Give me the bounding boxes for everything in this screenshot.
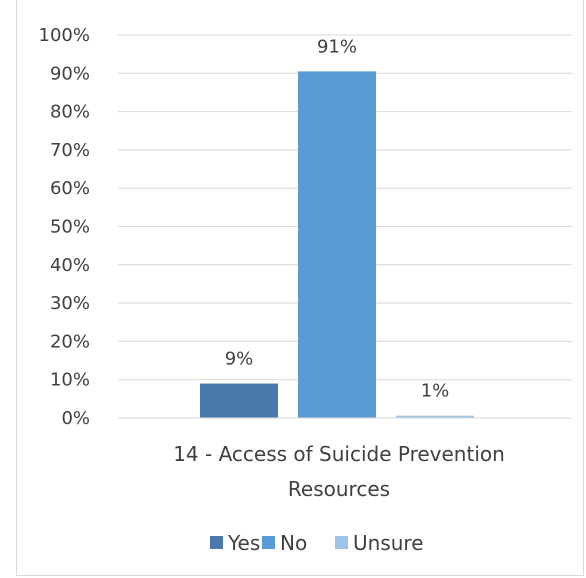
y-tick-label: 60%: [50, 178, 90, 199]
data-label-no: 91%: [317, 36, 357, 57]
x-category-label-line2: Resources: [288, 477, 390, 501]
legend-swatch-no: [262, 536, 275, 549]
legend-label-yes: Yes: [227, 531, 260, 555]
legend-swatch-yes: [210, 536, 223, 549]
y-tick-label: 80%: [50, 102, 90, 123]
bar-yes: [200, 383, 278, 418]
y-tick-label: 50%: [50, 217, 90, 238]
bars: [200, 71, 474, 418]
y-tick-label: 40%: [50, 255, 90, 276]
legend-swatch-unsure: [335, 536, 348, 549]
y-axis: 0% 10% 20% 30% 40% 50% 60% 70% 80% 90% 100%: [39, 25, 90, 429]
y-tick-label: 10%: [50, 370, 90, 391]
legend-label-no: No: [280, 531, 307, 555]
bar-no: [298, 71, 376, 418]
y-tick-label: 0%: [61, 408, 90, 429]
y-tick-label: 100%: [39, 25, 90, 46]
bar-unsure: [396, 415, 474, 418]
data-labels: 9% 91% 1%: [225, 36, 450, 401]
legend: Yes No Unsure: [210, 531, 424, 555]
x-category-label-line1: 14 - Access of Suicide Prevention: [173, 442, 505, 466]
y-tick-label: 70%: [50, 140, 90, 161]
data-label-unsure: 1%: [421, 381, 450, 402]
y-tick-label: 30%: [50, 293, 90, 314]
y-tick-label: 20%: [50, 331, 90, 352]
y-tick-label: 90%: [50, 63, 90, 84]
data-label-yes: 9%: [225, 349, 254, 370]
legend-label-unsure: Unsure: [353, 531, 424, 555]
